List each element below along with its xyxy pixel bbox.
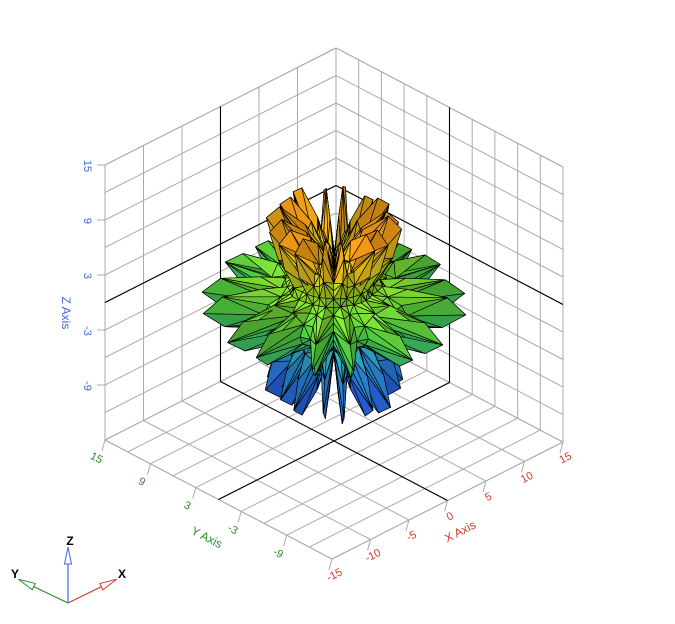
axis-text: -9 (271, 546, 285, 561)
axis-text: 15 (81, 160, 93, 172)
y-axis-title: Y Axis (189, 524, 225, 552)
axis-text: -3 (225, 522, 239, 537)
gizmo-y-label: Y (11, 567, 19, 581)
x-axis-ticks: -15 -10 -5 0 5 10 15 (325, 441, 574, 584)
surface-mesh (201, 185, 467, 424)
axis-text: 15 (557, 450, 573, 466)
axis-text: 15 (88, 450, 104, 466)
axis-text: 9 (81, 218, 93, 224)
axis-text: -9 (81, 381, 93, 391)
axis-text: 0 (445, 510, 456, 523)
zero-gridlines (104, 106, 564, 501)
x-axis-title: X Axis (442, 518, 478, 546)
axis-text: -3 (81, 326, 93, 336)
axis-text: 5 (483, 491, 494, 504)
z-axis-title: Z Axis (59, 297, 73, 330)
z-axis-ticks: 15 9 3 -3 -9 (81, 160, 105, 391)
orientation-gizmo: X Y Z (11, 534, 126, 604)
gizmo-x-arrowhead-icon (99, 578, 117, 591)
y-axis-ticks: 15 9 3 -3 -9 (88, 439, 288, 561)
gizmo-z-arrowhead-icon (63, 546, 73, 565)
gizmo-x-label: X (118, 567, 126, 581)
axis-text: -10 (363, 547, 383, 565)
axis-text: 10 (519, 470, 535, 486)
gizmo-y-arrowhead-icon (18, 578, 36, 591)
axis-text: 3 (182, 499, 193, 512)
axis-text: 3 (81, 273, 93, 279)
gizmo-z-label: Z (66, 534, 73, 548)
axis-text: 9 (136, 475, 147, 488)
axis-text: -15 (325, 566, 345, 584)
axis-text: -5 (405, 529, 419, 544)
